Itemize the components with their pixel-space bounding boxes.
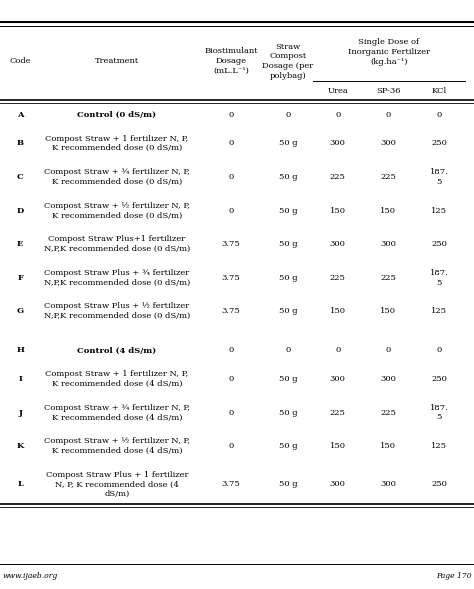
Text: 0: 0: [335, 346, 340, 355]
Text: Compost Straw + 1 fertilizer N, P,
K recommended dose (4 dS/m): Compost Straw + 1 fertilizer N, P, K rec…: [46, 370, 188, 388]
Text: 225: 225: [330, 274, 346, 282]
Text: Compost Straw + ½ fertilizer N, P,
K recommended dose (0 dS/m): Compost Straw + ½ fertilizer N, P, K rec…: [44, 201, 190, 220]
Text: 300: 300: [330, 375, 346, 383]
Text: 125: 125: [431, 442, 447, 450]
Text: D: D: [17, 207, 24, 214]
Text: Compost Straw Plus + ¾ fertilizer
N,P,K recommended dose (0 dS/m): Compost Straw Plus + ¾ fertilizer N,P,K …: [44, 269, 190, 287]
Text: Compost Straw Plus + 1 fertilizer
N, P, K recommended dose (4
dS/m): Compost Straw Plus + 1 fertilizer N, P, …: [46, 471, 188, 498]
Text: 225: 225: [380, 274, 396, 282]
Text: 0: 0: [385, 346, 391, 355]
Text: 300: 300: [380, 375, 396, 383]
Text: Compost Straw + ¾ fertilizer N, P,
K recommended dose (0 dS/m): Compost Straw + ¾ fertilizer N, P, K rec…: [44, 168, 190, 186]
Text: 50 g: 50 g: [279, 140, 297, 147]
Text: 150: 150: [380, 307, 396, 315]
Text: 0: 0: [228, 207, 234, 214]
Text: 0: 0: [385, 111, 391, 119]
Text: 187.
5: 187. 5: [430, 269, 448, 287]
Text: 225: 225: [380, 409, 396, 416]
Text: 150: 150: [330, 442, 346, 450]
Text: 250: 250: [431, 375, 447, 383]
Text: Code: Code: [9, 57, 31, 65]
Text: 187.
5: 187. 5: [430, 403, 448, 422]
Text: 150: 150: [380, 442, 396, 450]
Text: 300: 300: [380, 481, 396, 488]
Text: F: F: [17, 274, 23, 282]
Text: 3.75: 3.75: [222, 481, 240, 488]
Text: 0: 0: [228, 140, 234, 147]
Text: 50 g: 50 g: [279, 173, 297, 181]
Text: A: A: [17, 111, 23, 119]
Text: 0: 0: [437, 111, 442, 119]
Text: 3.75: 3.75: [222, 240, 240, 248]
Text: Compost Straw + 1 fertilizer N, P,
K recommended dose (0 dS/m): Compost Straw + 1 fertilizer N, P, K rec…: [46, 134, 188, 153]
Text: 50 g: 50 g: [279, 274, 297, 282]
Text: 300: 300: [330, 240, 346, 248]
Text: 0: 0: [228, 173, 234, 181]
Text: 125: 125: [431, 207, 447, 214]
Text: 50 g: 50 g: [279, 442, 297, 450]
Text: 250: 250: [431, 481, 447, 488]
Text: I: I: [18, 375, 22, 383]
Text: Biostimulant
Dosage
(mL.L⁻¹): Biostimulant Dosage (mL.L⁻¹): [204, 48, 258, 75]
Text: 225: 225: [380, 173, 396, 181]
Text: C: C: [17, 173, 24, 181]
Text: 250: 250: [431, 140, 447, 147]
Text: 187.
5: 187. 5: [430, 168, 448, 186]
Text: 150: 150: [330, 207, 346, 214]
Text: KCl: KCl: [431, 87, 447, 95]
Text: 0: 0: [285, 346, 291, 355]
Text: G: G: [17, 307, 24, 315]
Text: Compost Straw + ¾ fertilizer N, P,
K recommended dose (4 dS/m): Compost Straw + ¾ fertilizer N, P, K rec…: [44, 403, 190, 422]
Text: 150: 150: [380, 207, 396, 214]
Text: Compost Straw Plus+1 fertilizer
N,P,K recommended dose (0 dS/m): Compost Straw Plus+1 fertilizer N,P,K re…: [44, 235, 190, 253]
Text: 3.75: 3.75: [222, 307, 240, 315]
Text: www.ijaeb.org: www.ijaeb.org: [2, 572, 58, 580]
Text: 50 g: 50 g: [279, 240, 297, 248]
Text: 225: 225: [330, 409, 346, 416]
Text: 150: 150: [330, 307, 346, 315]
Text: 300: 300: [380, 240, 396, 248]
Text: 0: 0: [228, 375, 234, 383]
Text: H: H: [16, 346, 24, 355]
Text: 0: 0: [285, 111, 291, 119]
Text: 300: 300: [330, 140, 346, 147]
Text: 0: 0: [228, 409, 234, 416]
Text: Compost Straw + ½ fertilizer N, P,
K recommended dose (4 dS/m): Compost Straw + ½ fertilizer N, P, K rec…: [44, 437, 190, 455]
Text: 50 g: 50 g: [279, 207, 297, 214]
Text: 0: 0: [228, 346, 234, 355]
Text: K: K: [17, 442, 24, 450]
Text: 0: 0: [335, 111, 340, 119]
Text: J: J: [18, 409, 22, 416]
Text: 0: 0: [228, 442, 234, 450]
Text: 50 g: 50 g: [279, 481, 297, 488]
Text: Straw
Compost
Dosage (per
polybag): Straw Compost Dosage (per polybag): [262, 42, 314, 80]
Text: SP-36: SP-36: [376, 87, 401, 95]
Text: 0: 0: [437, 346, 442, 355]
Text: 125: 125: [431, 307, 447, 315]
Text: 225: 225: [330, 173, 346, 181]
Text: Compost Straw Plus + ½ fertilizer
N,P,K recommended dose (0 dS/m): Compost Straw Plus + ½ fertilizer N,P,K …: [44, 302, 190, 320]
Text: 250: 250: [431, 240, 447, 248]
Text: Control (4 dS/m): Control (4 dS/m): [77, 346, 156, 355]
Text: E: E: [17, 240, 23, 248]
Text: B: B: [17, 140, 24, 147]
Text: Page 170: Page 170: [436, 572, 472, 580]
Text: 0: 0: [228, 111, 234, 119]
Text: 300: 300: [330, 481, 346, 488]
Text: Single Dose of
Inorganic Fertilizer
(kg.ha⁻¹): Single Dose of Inorganic Fertilizer (kg.…: [347, 38, 430, 65]
Text: L: L: [17, 481, 23, 488]
Text: 50 g: 50 g: [279, 409, 297, 416]
Text: 3.75: 3.75: [222, 274, 240, 282]
Text: Urea: Urea: [328, 87, 348, 95]
Text: 50 g: 50 g: [279, 307, 297, 315]
Text: Control (0 dS/m): Control (0 dS/m): [77, 111, 156, 119]
Text: Treatment: Treatment: [95, 57, 139, 65]
Text: 50 g: 50 g: [279, 375, 297, 383]
Text: 300: 300: [380, 140, 396, 147]
